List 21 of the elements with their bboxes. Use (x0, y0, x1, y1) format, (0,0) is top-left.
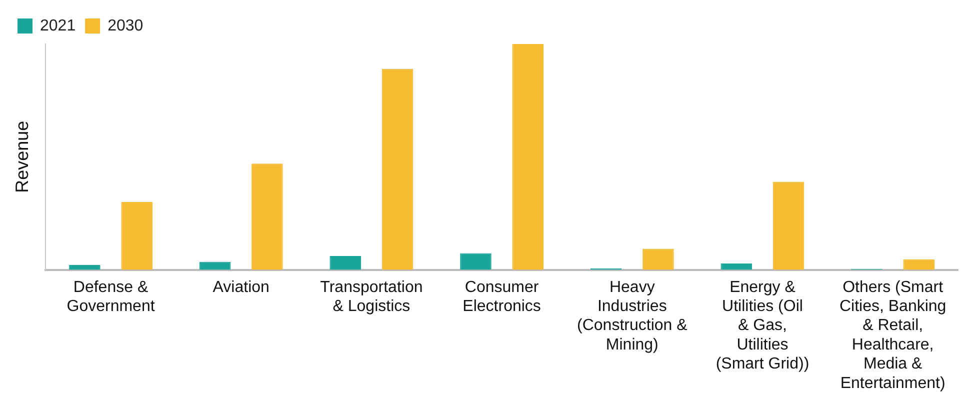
bar (69, 265, 100, 270)
legend-label: 2021 (40, 17, 76, 34)
bar (330, 256, 362, 270)
x-tick-label: Others (Smart Cities, Banking & Retail, Healthcare, Media & Entertainment) (839, 278, 946, 392)
bar (121, 202, 152, 270)
bar (199, 262, 231, 270)
x-tick-label: Defense & Government (66, 278, 156, 316)
bar (382, 68, 414, 270)
bar (903, 259, 935, 270)
bar (642, 248, 674, 270)
bar (512, 44, 544, 270)
x-tick-label: Transportation & Logistics (320, 278, 423, 316)
legend-label: 2030 (108, 17, 144, 34)
bar (252, 164, 283, 270)
bar (460, 253, 492, 270)
x-tick-label: Heavy Industries (Construction & Mining) (577, 278, 688, 354)
y-axis-title: Revenue (12, 120, 32, 193)
x-tick-label: Aviation (212, 278, 270, 296)
x-tick-label: Consumer Electronics (462, 278, 541, 316)
x-tick-label: Energy & Utilities (Oil & Gas, Utilities (Smart Grid)) (716, 278, 810, 373)
bar (772, 182, 804, 270)
